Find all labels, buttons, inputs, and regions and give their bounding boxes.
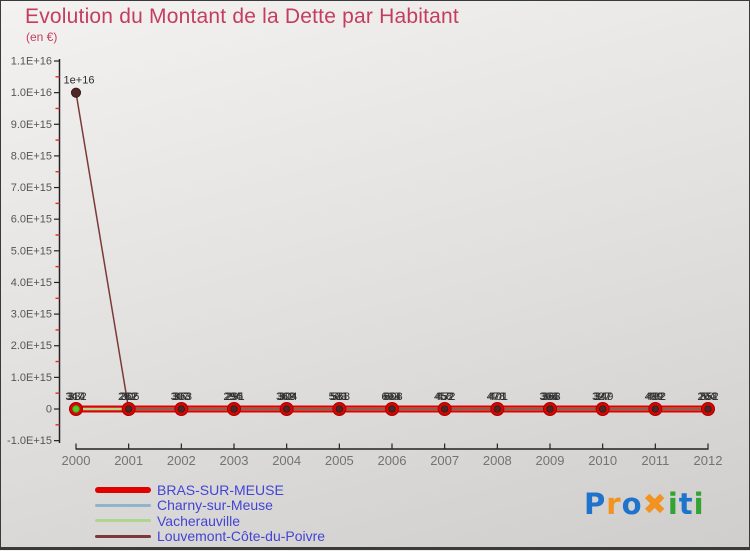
legend-item: Vacherauville [95, 513, 325, 529]
point-value-label: 307 [171, 391, 189, 403]
series-markers [69, 87, 715, 416]
point-value-label: 581 [330, 391, 348, 403]
point-value-label: 363 [174, 391, 192, 403]
legend-item: BRAS-SUR-MEUSE [95, 482, 325, 498]
point-value-label: 282 [118, 391, 136, 403]
legend-swatch [95, 503, 151, 507]
x-tick-label: 2001 [114, 453, 143, 468]
point-value-label: 263 [699, 391, 717, 403]
logo-letter: t [678, 487, 694, 521]
x-tick-label: 2012 [694, 453, 723, 468]
point-value-label: 368 [542, 391, 560, 403]
y-axis: 1.1E+16 1.0E+16 9.0E+15 8.0E+15 7.0E+15 6.0E+… [7, 56, 61, 447]
point-value-label: 347 [65, 391, 83, 403]
point-value-label: 262 [119, 391, 137, 403]
point-value-label: 603 [381, 391, 399, 403]
y-tick-label: 1.1E+16 [11, 56, 52, 68]
point-value-label: 332 [68, 391, 86, 403]
y-tick-label: 7.0E+15 [11, 182, 52, 194]
logo-letter: i [693, 487, 705, 521]
point-value-label: 295 [225, 391, 243, 403]
point-value-label: 347 [593, 391, 611, 403]
chart-subtitle: (en €) [26, 30, 58, 44]
y-tick-label: 1.0E+16 [11, 87, 52, 99]
point-value-label: 309 [277, 391, 295, 403]
y-tick-label: 6.0E+15 [11, 214, 52, 226]
y-tick-label: 0 [46, 404, 52, 416]
x-tick-label: 2005 [325, 453, 354, 468]
point-value-label: 568 [332, 391, 350, 403]
point-value-label: 349 [595, 391, 613, 403]
point-value-label: 204 [697, 391, 715, 403]
x-tick-label: 2000 [62, 453, 91, 468]
point-value-label: 303 [172, 391, 190, 403]
y-tick-label: 4.0E+15 [11, 277, 52, 289]
y-tick-label: -1.0E+15 [7, 435, 52, 447]
y-tick-label: 1.0E+15 [11, 372, 52, 384]
point-value-label: 306 [121, 391, 139, 403]
point-value-label: 401 [490, 391, 508, 403]
point-value-label: 308 [539, 391, 557, 403]
point-value-label: 291 [226, 391, 244, 403]
point-value-label: 492 [646, 391, 664, 403]
chart-title: Evolution du Montant de la Dette par Hab… [25, 5, 459, 28]
point-value-label: 608 [384, 391, 402, 403]
point-value-label: 1e+16 [64, 75, 95, 87]
x-tick-label: 2011 [641, 453, 669, 468]
point-labels: 347 282 307 294 362 503 603 458 478 308 327 499 204 3… [64, 75, 719, 403]
point-value-label: 499 [645, 391, 663, 403]
legend-label: BRAS-SUR-MEUSE [157, 481, 284, 498]
legend-label: Charny-sur-Meuse [157, 497, 273, 514]
series-line [75, 91, 709, 410]
logo-letter: i [667, 487, 679, 521]
point-value-label: 402 [648, 391, 666, 403]
y-tick-label: 9.0E+15 [11, 119, 52, 131]
chart-legend: BRAS-SUR-MEUSE Charny-sur-Meuse Vacherauvi… [95, 482, 325, 544]
legend-item: Louvemont-Côte-du-Poivre [95, 529, 325, 545]
point-value-label: 304 [279, 391, 297, 403]
legend-label: Louvemont-Côte-du-Poivre [157, 528, 326, 545]
point-value-label: 314 [67, 391, 85, 403]
logo-letter: ✖ [642, 487, 668, 521]
y-tick-label: 3.0E+15 [11, 309, 52, 321]
x-tick-label: 2007 [430, 453, 459, 468]
logo-letter: o [621, 487, 643, 521]
x-tick-label: 2006 [378, 453, 407, 468]
legend-item: Charny-sur-Meuse [95, 498, 325, 514]
point-value-label: 471 [488, 391, 506, 403]
y-tick-label: 2.0E+15 [11, 340, 52, 352]
logo-letter: P [584, 487, 607, 521]
point-value-label: 327 [592, 391, 610, 403]
x-axis: 2000 2001 2002 2003 2004 2005 2006 2007 2008 2009… [62, 443, 723, 468]
point-value-label: 664 [383, 391, 401, 403]
logo-letter: r [606, 487, 622, 521]
x-tick-label: 2010 [588, 453, 617, 468]
proxiti-logo: Pro✖iti [584, 487, 705, 521]
legend-label: Vacherauville [157, 512, 241, 529]
legend-swatch [95, 534, 151, 538]
point-value-label: 552 [700, 391, 718, 403]
x-tick-label: 2009 [536, 453, 565, 468]
point-value-label: 503 [329, 391, 347, 403]
point-value-label: 362 [276, 391, 294, 403]
x-tick-label: 2003 [220, 453, 249, 468]
point-value-label: 452 [435, 391, 453, 403]
x-tick-label: 2004 [272, 453, 301, 468]
x-tick-label: 2008 [483, 453, 512, 468]
x-tick-label: 2002 [167, 453, 196, 468]
point-value-label: 458 [434, 391, 452, 403]
point-value-label: 472 [437, 391, 455, 403]
y-tick-label: 8.0E+15 [11, 150, 52, 162]
legend-swatch [95, 519, 151, 523]
y-tick-label: 5.0E+15 [11, 245, 52, 257]
point-value-label: 478 [487, 391, 505, 403]
legend-swatch [95, 486, 151, 493]
point-value-label: 366 [541, 391, 559, 403]
point-value-label: 294 [223, 391, 241, 403]
